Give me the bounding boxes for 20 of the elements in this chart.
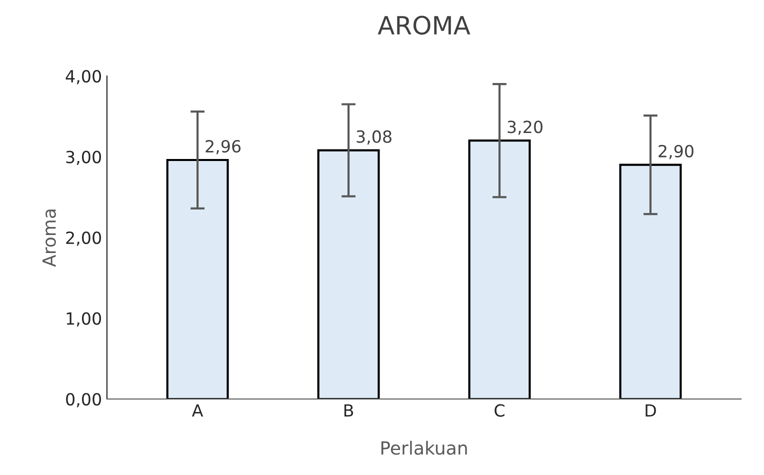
- y-tick-label: 1,00: [66, 312, 101, 327]
- data-label: 3,08: [356, 130, 392, 145]
- data-label: 3,20: [508, 120, 542, 135]
- chart-title: AROMA: [378, 16, 470, 35]
- y-tick-label: 4,00: [66, 70, 101, 84]
- x-tick-label: C: [494, 404, 504, 417]
- data-label: 2,90: [658, 144, 694, 160]
- data-label: 2,96: [206, 140, 241, 154]
- x-tick-label: D: [646, 404, 656, 417]
- y-axis-title: Aroma: [42, 210, 56, 267]
- y-tick-label: 2,00: [66, 231, 101, 246]
- bar: [166, 158, 229, 399]
- x-tick-label: A: [192, 404, 204, 417]
- x-tick-label: B: [344, 404, 354, 417]
- y-tick-label: 0,00: [66, 392, 101, 408]
- bar: [619, 164, 682, 399]
- y-tick-label: 3,00: [66, 150, 101, 166]
- bar: [468, 140, 531, 399]
- bar: [317, 149, 380, 399]
- x-axis-title: Perlakuan: [381, 440, 467, 455]
